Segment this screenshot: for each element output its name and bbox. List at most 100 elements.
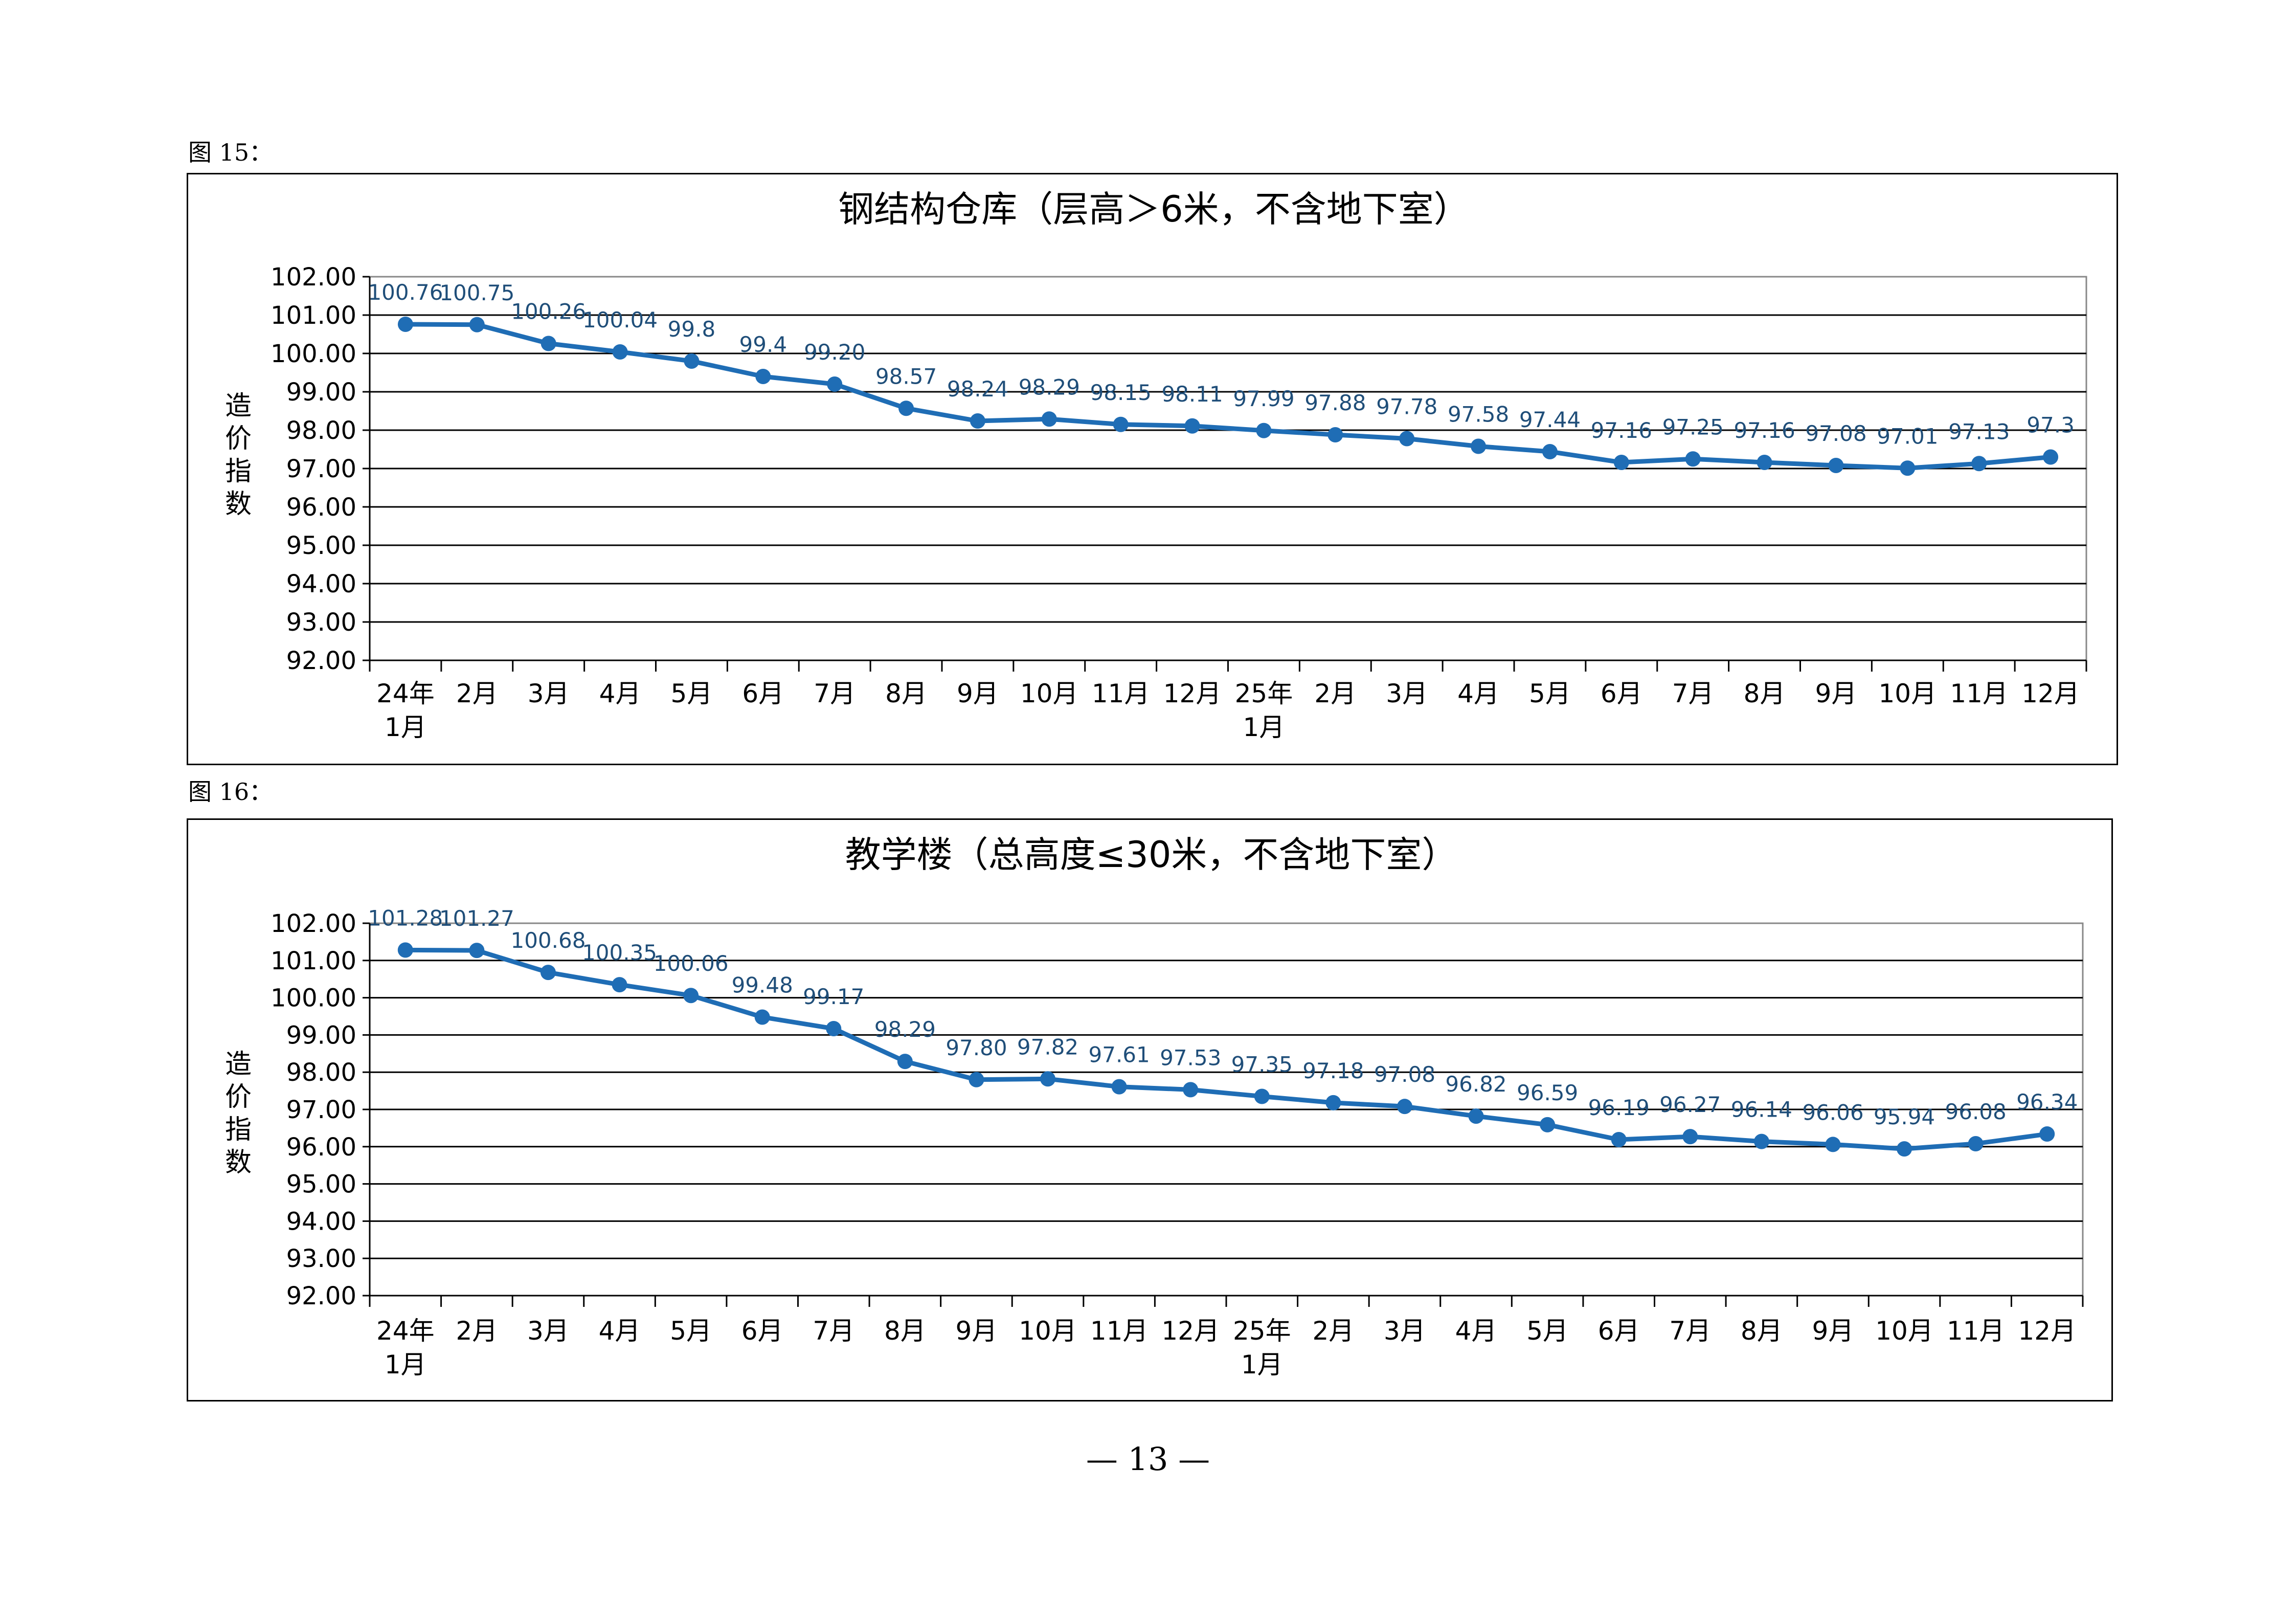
x-category-label: 11月 [1092, 679, 1150, 708]
data-label: 99.8 [668, 317, 716, 342]
x-category-label: 6月 [742, 679, 784, 708]
y-tick-label: 93.00 [286, 608, 356, 637]
data-label: 100.04 [582, 307, 658, 332]
data-label: 97.61 [1089, 1042, 1150, 1067]
x-category-label: 6月 [1598, 1316, 1640, 1346]
data-label: 99.48 [732, 972, 793, 997]
x-category-label: 5月 [671, 679, 713, 708]
y-tick-label: 102.00 [271, 263, 356, 292]
data-label: 98.57 [875, 364, 937, 389]
data-point [898, 401, 914, 416]
x-category-label: 1月 [385, 1350, 426, 1380]
data-label: 100.26 [511, 299, 586, 324]
data-point [1685, 451, 1701, 467]
x-category-label: 7月 [1672, 679, 1714, 708]
data-label: 100.06 [654, 951, 729, 976]
data-point [541, 336, 556, 351]
data-point [397, 942, 413, 958]
chart-svg: 教学楼（总高度≤30米，不含地下室） 102.00 101.00 100.00 99.0… [225, 834, 2084, 1380]
x-category-label: 10月 [1875, 1316, 1933, 1346]
x-category-label: 4月 [599, 1316, 641, 1346]
x-category-label: 8月 [1741, 1316, 1783, 1346]
y-axis-label: 指 [225, 456, 252, 487]
x-category-label: 9月 [1812, 1316, 1854, 1346]
x-category-label: 12月 [1161, 1316, 1220, 1346]
x-category-label: 25年 [1235, 679, 1293, 708]
x-category-label: 3月 [1384, 1316, 1426, 1346]
x-category-label: 2月 [456, 679, 498, 708]
x-category-label: 6月 [1601, 679, 1642, 708]
x-category-label: 4月 [1457, 679, 1499, 708]
y-tick-label: 96.00 [286, 493, 356, 522]
y-axis-label: 价 [225, 424, 252, 454]
y-tick-label: 96.00 [286, 1133, 356, 1162]
x-category-label: 10月 [1020, 679, 1078, 708]
data-point [1468, 1108, 1484, 1124]
y-tick-label: 92.00 [286, 1282, 356, 1310]
x-category-label: 24年 [376, 679, 435, 708]
data-label: 97.16 [1734, 418, 1795, 443]
data-point [684, 353, 700, 369]
data-label: 97.01 [1877, 424, 1938, 449]
data-label: 99.4 [739, 332, 787, 357]
data-label: 97.88 [1304, 390, 1366, 415]
data-point [1613, 455, 1629, 470]
x-category-label: 5月 [1526, 1316, 1568, 1346]
x-category-label: 4月 [1455, 1316, 1497, 1346]
data-label: 98.29 [874, 1017, 936, 1042]
data-point [469, 943, 485, 959]
data-label: 96.08 [1945, 1099, 2007, 1124]
data-label: 96.59 [1517, 1080, 1578, 1105]
y-tick-label: 95.00 [286, 531, 356, 560]
data-point [897, 1054, 913, 1070]
x-category-label: 12月 [2018, 1316, 2076, 1346]
data-label: 97.80 [946, 1035, 1007, 1060]
data-point [826, 1021, 842, 1037]
data-label: 101.27 [439, 906, 514, 931]
y-tick-label: 101.00 [271, 947, 356, 975]
x-category-label: 9月 [956, 1316, 998, 1346]
x-category-label: 25年 [1233, 1316, 1291, 1346]
data-label: 100.76 [368, 280, 443, 305]
data-point [1397, 1099, 1412, 1115]
data-point [1040, 1071, 1056, 1087]
x-category-label: 2月 [1314, 679, 1356, 708]
x-category-label: 1月 [1243, 713, 1285, 742]
data-point [969, 1072, 984, 1087]
data-point [540, 965, 556, 981]
x-category-label: 6月 [741, 1316, 783, 1346]
x-category-label: 3月 [528, 679, 570, 708]
data-point [1900, 460, 1916, 476]
data-point [970, 413, 985, 429]
x-category-label: 12月 [2021, 679, 2080, 708]
y-axis-label: 数 [225, 1147, 252, 1178]
data-point [1825, 1137, 1841, 1152]
data-label: 97.35 [1231, 1052, 1293, 1077]
x-category-label: 8月 [885, 679, 927, 708]
chart-teaching-building: 教学楼（总高度≤30米，不含地下室） 102.00 101.00 100.00 99.0… [187, 818, 2113, 1401]
data-point [1325, 1095, 1341, 1110]
data-label: 99.20 [804, 340, 865, 365]
data-point [397, 317, 413, 332]
data-label: 100.68 [510, 928, 586, 953]
x-category-label: 24年 [376, 1316, 435, 1346]
chart-svg: 钢结构仓库（层高＞6米，不含地下室） 102.00 101.00 100.00 99.0… [225, 188, 2087, 742]
data-point [827, 376, 843, 392]
y-tick-label: 99.00 [286, 378, 356, 407]
data-label: 98.29 [1019, 374, 1080, 399]
data-label: 96.82 [1445, 1072, 1506, 1097]
y-tick-label: 102.00 [271, 909, 356, 938]
series-line [405, 322, 2051, 471]
data-point [1254, 1088, 1270, 1104]
x-category-label: 4月 [599, 679, 641, 708]
x-category-label: 5月 [670, 1316, 712, 1346]
x-category-label: 8月 [884, 1316, 926, 1346]
data-label: 98.11 [1161, 382, 1223, 407]
y-axis-label: 造 [225, 1049, 252, 1080]
data-point [1471, 438, 1487, 454]
data-point [1757, 455, 1772, 470]
data-point [1256, 422, 1272, 438]
y-tick-label: 93.00 [286, 1244, 356, 1273]
data-label: 97.25 [1662, 414, 1724, 439]
y-tick-label: 101.00 [271, 301, 356, 330]
